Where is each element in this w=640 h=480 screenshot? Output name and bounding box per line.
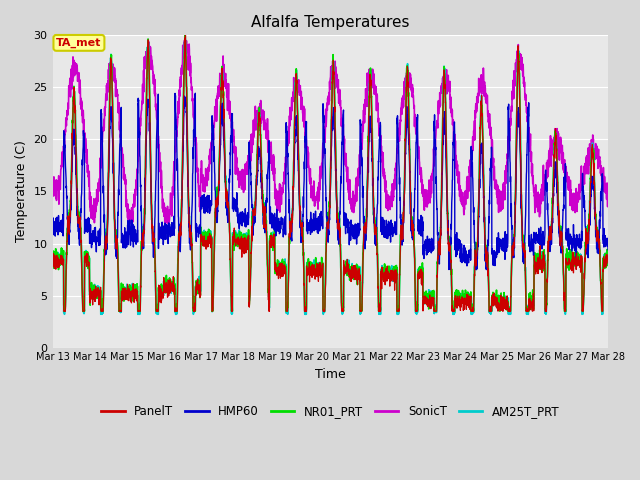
X-axis label: Time: Time <box>315 368 346 381</box>
Text: TA_met: TA_met <box>56 38 102 48</box>
Title: Alfalfa Temperatures: Alfalfa Temperatures <box>251 15 410 30</box>
Legend: PanelT, HMP60, NR01_PRT, SonicT, AM25T_PRT: PanelT, HMP60, NR01_PRT, SonicT, AM25T_P… <box>97 400 564 423</box>
Y-axis label: Temperature (C): Temperature (C) <box>15 141 28 242</box>
